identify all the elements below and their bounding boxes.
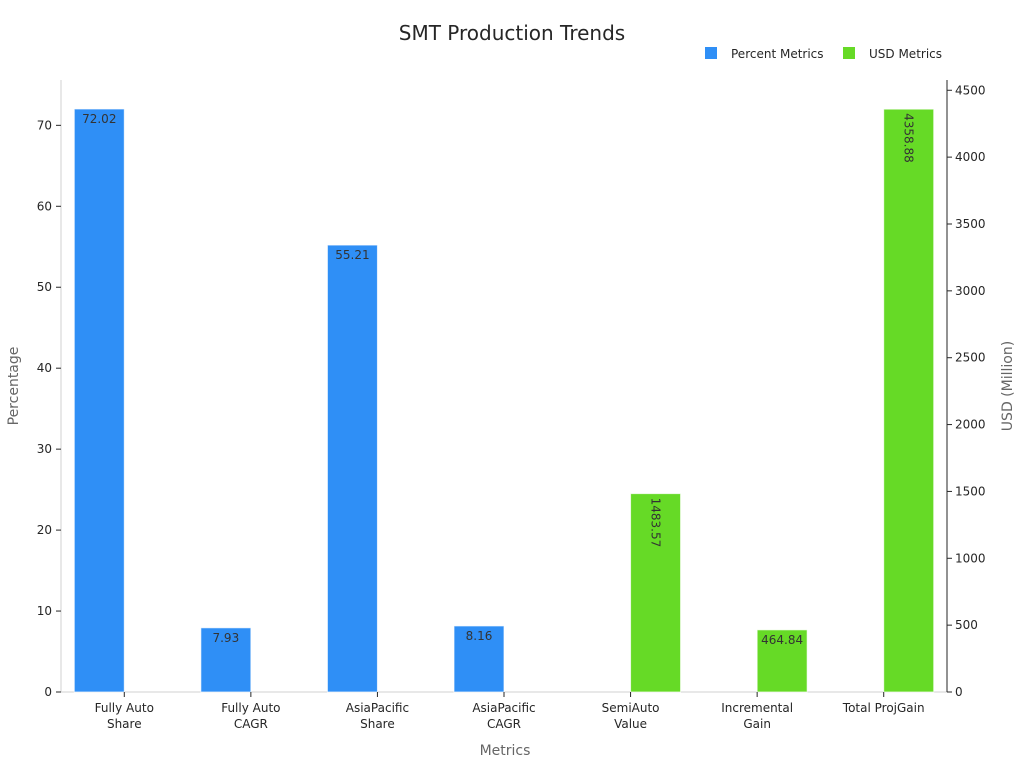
left-axis-title: Percentage (6, 347, 22, 426)
x-tick-label: AsiaPacific CAGR (472, 701, 535, 731)
bars: 72.02 7.93 55.21 8.16 1483.57 464.84 4358.88 (73, 108, 935, 693)
usd-bar (756, 629, 808, 693)
left-tick-label: 20 (37, 523, 52, 537)
right-tick-label: 500 (955, 618, 978, 632)
x-tick-label: SemiAuto Value (602, 701, 660, 731)
legend-label-percent: Percent Metrics (731, 47, 824, 61)
chart-title: SMT Production Trends (399, 21, 625, 45)
legend-label-usd: USD Metrics (869, 47, 942, 61)
right-tick-label: 1500 (955, 484, 986, 498)
left-tick-label: 50 (37, 280, 52, 294)
usd-bar (883, 108, 935, 693)
bar-data-label: 55.21 (335, 248, 369, 262)
legend-swatch-usd (843, 47, 855, 59)
percent-bar (326, 244, 378, 693)
bar-data-label: 8.16 (466, 629, 493, 643)
right-tick-label: 4000 (955, 150, 986, 164)
left-tick-label: 40 (37, 361, 52, 375)
left-tick-label: 30 (37, 442, 52, 456)
category-labels: Fully Auto Share Fully Auto CAGR AsiaPacific… (95, 692, 925, 731)
legend: Percent Metrics USD Metrics (705, 47, 942, 61)
right-tick-label: 0 (955, 685, 963, 699)
percent-bar (73, 108, 125, 693)
x-tick-label: AsiaPacific Share (346, 701, 409, 731)
right-tick-label: 3000 (955, 284, 986, 298)
bar-data-label: 72.02 (82, 112, 116, 126)
left-tick-label: 60 (37, 199, 52, 213)
bar-data-label: 7.93 (212, 631, 239, 645)
x-tick-label: Fully Auto CAGR (221, 701, 280, 731)
bar-data-label: 4358.88 (902, 113, 916, 163)
left-axis-ticks: 0 10 20 30 40 50 60 70 (37, 118, 61, 699)
right-tick-label: 3500 (955, 217, 986, 231)
x-tick-label: Incremental Gain (721, 701, 793, 731)
right-tick-label: 2000 (955, 418, 986, 432)
right-axis-ticks: 0 500 1000 1500 2000 2500 3000 3500 4000 4500 (947, 83, 986, 699)
x-tick-label: Total ProjGain (842, 701, 925, 715)
legend-swatch-percent (705, 47, 717, 59)
right-axis-title: USD (Million) (1000, 341, 1016, 431)
bar-data-label: 464.84 (761, 633, 803, 647)
usd-bar (630, 493, 682, 693)
left-tick-label: 10 (37, 604, 52, 618)
left-tick-label: 0 (44, 685, 52, 699)
right-tick-label: 1000 (955, 551, 986, 565)
right-tick-label: 2500 (955, 351, 986, 365)
percent-bar (200, 627, 252, 693)
x-axis-title: Metrics (480, 743, 531, 759)
x-tick-label: Fully Auto Share (95, 701, 154, 731)
bar-data-label: 1483.57 (649, 498, 663, 548)
right-tick-label: 4500 (955, 83, 986, 97)
left-tick-label: 70 (37, 118, 52, 132)
percent-bar (453, 625, 505, 693)
